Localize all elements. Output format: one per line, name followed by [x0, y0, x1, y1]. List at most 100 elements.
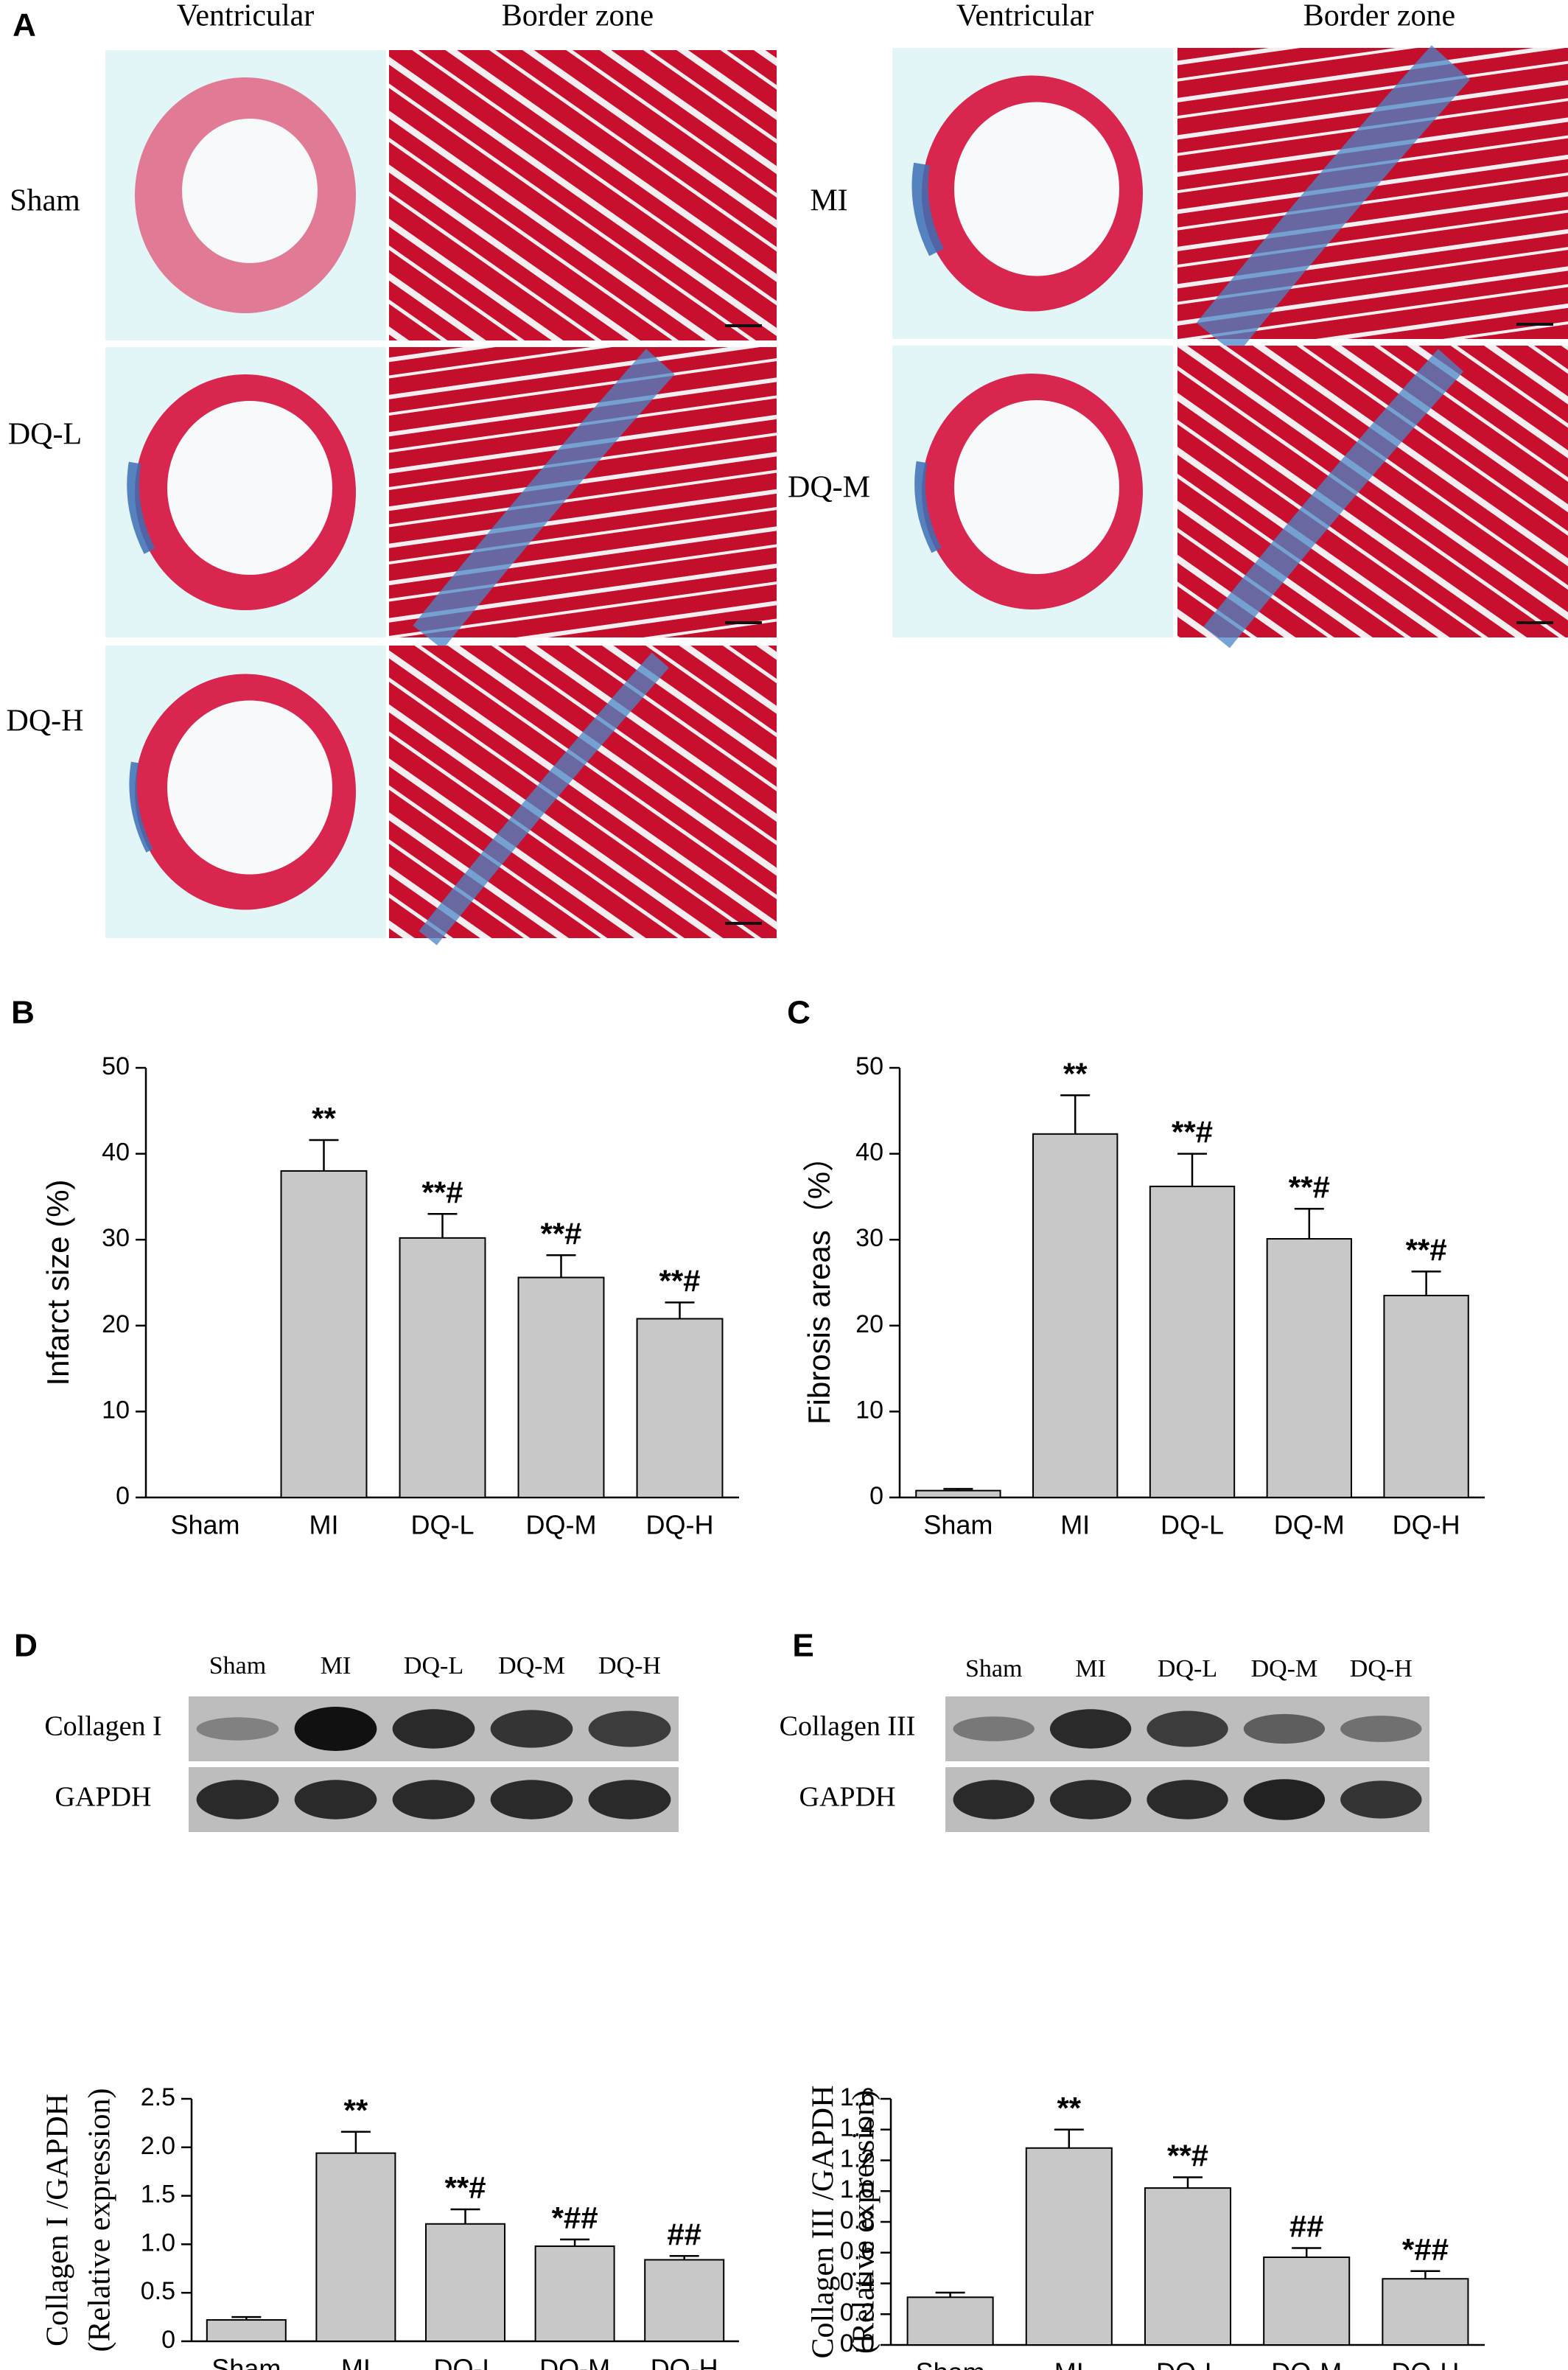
bar	[636, 1318, 724, 1499]
ventricle-lumen	[167, 700, 332, 875]
x-tick-label: DQ-L	[1156, 2357, 1219, 2370]
blot-row-label: GAPDH	[55, 1782, 152, 1813]
lane-label: MI	[321, 1652, 351, 1679]
y-tick-label: 10	[855, 1396, 883, 1424]
error-bar	[450, 2208, 480, 2224]
error-bar	[943, 1488, 973, 1491]
significance-label: **#	[444, 2170, 486, 2205]
border-zone-image	[389, 646, 777, 938]
y-axis-title: Collagen I /GAPDH	[41, 2094, 75, 2346]
significance-label: **	[1063, 1056, 1088, 1091]
panel-label: B	[11, 995, 35, 1031]
x-tick-label: DQ-H	[646, 1510, 714, 1540]
blot-band	[1340, 1716, 1422, 1742]
y-tick-label: 1.6	[840, 2083, 875, 2111]
y-tick-label: 20	[855, 1310, 883, 1338]
y-tick-label: 0.0	[840, 2329, 875, 2357]
y-tick-label: 0.8	[840, 2206, 875, 2234]
ventricle-lumen	[954, 102, 1119, 276]
blot-band	[588, 1780, 671, 1820]
group-label: DQ-M	[788, 471, 870, 505]
bar	[425, 2223, 505, 2342]
panel-label: E	[792, 1628, 813, 1664]
fibrosis-streak	[413, 349, 675, 650]
column-header: Border zone	[1303, 0, 1455, 33]
error-bar	[309, 1139, 339, 1171]
blot-band	[196, 1717, 279, 1741]
bar	[644, 2259, 725, 2343]
y-tick-label: 1.2	[840, 2144, 875, 2172]
significance-label: *##	[552, 2201, 598, 2235]
y-tick-label: 0.4	[840, 2268, 875, 2296]
blot-band	[953, 1716, 1035, 1741]
significance-label: ##	[667, 2217, 701, 2251]
x-tick-label: Sham	[211, 2354, 281, 2370]
y-tick-label: 30	[102, 1224, 130, 1252]
lane-label: Sham	[965, 1655, 1022, 1682]
error-bar	[665, 1301, 695, 1319]
y-tick-label: 1.5	[141, 2181, 175, 2209]
lane-label: DQ-L	[404, 1652, 463, 1679]
error-bar	[669, 2254, 699, 2260]
bar	[280, 1170, 368, 1499]
blot-band	[490, 1710, 573, 1748]
blot-band	[1147, 1710, 1228, 1747]
x-tick-label: DQ-H	[1391, 2357, 1459, 2370]
bar	[1383, 1294, 1469, 1498]
significance-label: **#	[1289, 1170, 1330, 1204]
significance-label: **#	[421, 1175, 463, 1209]
bar	[1025, 2147, 1113, 2346]
error-bar	[546, 1254, 576, 1278]
x-tick-label: MI	[1060, 1510, 1090, 1540]
blot-band	[1049, 1780, 1132, 1820]
column-header: Ventricular	[177, 0, 315, 33]
error-bar	[1411, 1270, 1441, 1296]
error-bar	[1292, 2247, 1322, 2258]
error-bar	[560, 2238, 590, 2247]
y-tick-label: 40	[102, 1139, 130, 1167]
error-bar	[427, 1212, 458, 1238]
y-tick-label: 50	[855, 1052, 883, 1080]
bar	[399, 1237, 486, 1499]
lane-label: Sham	[209, 1652, 266, 1679]
bar	[915, 1489, 1001, 1498]
group-label: DQ-H	[7, 705, 84, 738]
y-tick-label: 0.2	[840, 2299, 875, 2327]
ventricle-lumen	[167, 401, 332, 575]
lane-label: DQ-M	[498, 1652, 565, 1679]
blot-band	[392, 1780, 475, 1820]
bar	[315, 2152, 396, 2343]
panel-label: C	[787, 995, 811, 1031]
error-bar	[1173, 2176, 1203, 2189]
x-tick-label: DQ-H	[651, 2354, 718, 2370]
lane-label: DQ-L	[1158, 1655, 1217, 1682]
blot-row-label: GAPDH	[799, 1782, 896, 1813]
y-tick-label: 10	[102, 1396, 130, 1424]
x-tick-label: MI	[1054, 2357, 1084, 2370]
x-tick-label: DQ-L	[1161, 1510, 1224, 1540]
blot-band	[953, 1780, 1035, 1820]
x-tick-label: DQ-L	[410, 1510, 474, 1540]
y-tick-label: 0.6	[840, 2237, 875, 2265]
lane-label: DQ-H	[1350, 1655, 1413, 1682]
y-axis-title: (Relative expression)	[847, 2090, 881, 2354]
fibrosis-patch	[127, 461, 155, 554]
blot-band	[1147, 1780, 1228, 1820]
significance-label: **	[1057, 2091, 1081, 2125]
x-tick-label: DQ-L	[433, 2354, 497, 2370]
fibrosis-patch	[129, 761, 153, 853]
y-tick-label: 2.0	[141, 2132, 175, 2160]
blot-band	[294, 1780, 377, 1820]
fibrosis-streak	[1196, 45, 1471, 355]
blot-band	[196, 1780, 279, 1820]
error-bar	[1177, 1153, 1207, 1186]
group-label: Sham	[10, 184, 80, 218]
y-axis-title: Fibrosis areas（%）	[802, 1141, 836, 1425]
lane-label: MI	[1075, 1655, 1106, 1682]
x-tick-label: MI	[341, 2354, 371, 2370]
column-header: Border zone	[502, 0, 654, 33]
y-axis-title: (Relative expression)	[83, 2088, 117, 2352]
significance-label: ##	[1289, 2209, 1324, 2244]
x-tick-label: MI	[309, 1510, 339, 1540]
blot-band	[392, 1709, 475, 1749]
